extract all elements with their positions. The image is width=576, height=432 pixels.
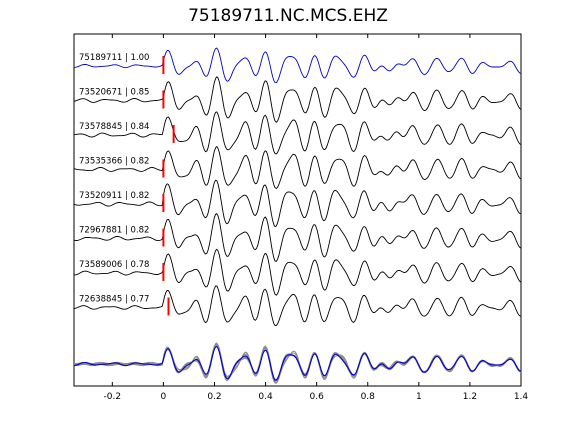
x-tick-label: 0.8 — [361, 392, 376, 402]
trace-label: 73520671 | 0.85 — [79, 88, 149, 98]
x-tick-label: 0 — [161, 392, 167, 402]
x-tick-label: 1.2 — [463, 392, 477, 402]
waveform-trace — [74, 248, 522, 296]
x-tick-label: -0.2 — [104, 392, 122, 402]
trace-label: 72638845 | 0.77 — [79, 295, 149, 305]
stack-overlay-trace — [73, 345, 522, 380]
chart-title: 75189711.NC.MCS.EHZ — [188, 6, 388, 26]
trace-label: 73578845 | 0.84 — [79, 122, 149, 132]
trace-label: 73535366 | 0.82 — [79, 157, 149, 167]
waveform-trace — [73, 47, 522, 84]
x-tick-label: 0.2 — [207, 392, 221, 402]
waveform-trace — [73, 179, 522, 228]
waveform-trace — [73, 212, 522, 262]
waveform-trace — [74, 111, 522, 155]
trace-label: 75189711 | 1.00 — [79, 53, 149, 63]
trace-label: 73520911 | 0.82 — [79, 191, 149, 201]
waveform-trace — [73, 145, 522, 189]
x-tick-label: 1.4 — [514, 392, 529, 402]
x-tick-label: 1 — [416, 392, 422, 402]
trace-label: 72967881 | 0.82 — [79, 226, 149, 236]
waveform-trace — [73, 76, 522, 123]
stack-reference-trace — [73, 345, 522, 381]
axes-box — [73, 33, 522, 387]
x-tick-label: 0.4 — [258, 392, 273, 402]
trace-label: 73589006 | 0.78 — [79, 260, 149, 270]
x-tick-label: 0.6 — [309, 392, 324, 402]
waveform-trace — [73, 285, 522, 327]
